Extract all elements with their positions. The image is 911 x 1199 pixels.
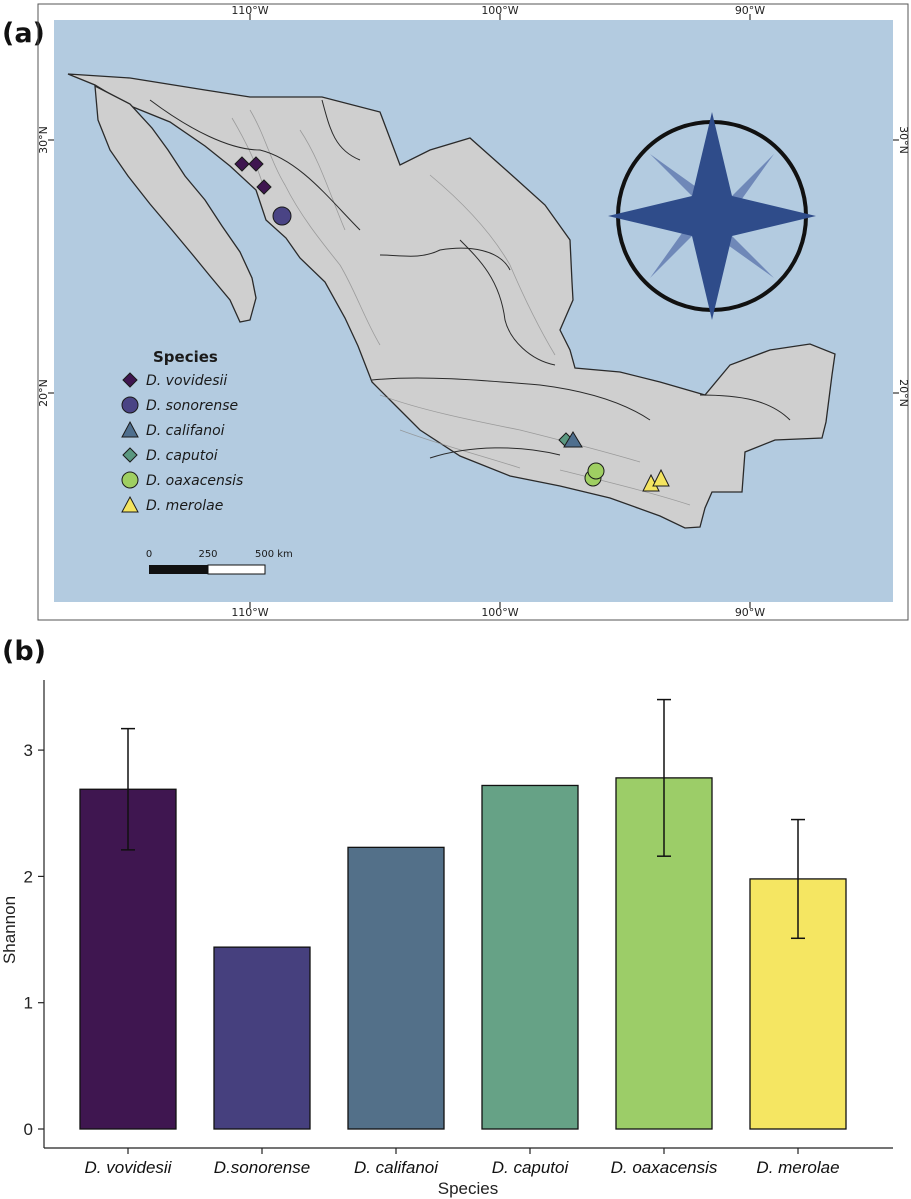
x-axis-title: Species (438, 1179, 498, 1198)
legend-symbol-califanoi (121, 420, 139, 438)
map-frame (37, 3, 909, 621)
point-vovidesii (248, 156, 264, 172)
x-tick-label: D. califanoi (354, 1158, 439, 1177)
legend-symbol-sonorense (121, 396, 139, 414)
y-axis-title: Shannon (0, 896, 19, 964)
lat-label-left-20: 20°N (37, 379, 50, 407)
y-ticks: 0 1 2 3 (24, 741, 44, 1139)
y-tick-label: 1 (24, 994, 33, 1013)
x-tick-label: D. caputoi (492, 1158, 570, 1177)
lon-label-top-90: 90°W (735, 4, 765, 17)
error-bars (121, 698, 805, 940)
x-ticks: D. vovidesii D.sonorense D. califanoi D. ca… (85, 1148, 840, 1177)
y-tick-label: 0 (24, 1120, 33, 1139)
point-vovidesii (256, 179, 272, 195)
map-legend: Species D. vovidesii D. sonorense D. cal… (121, 348, 243, 514)
x-tick-label: D.sonorense (214, 1158, 310, 1177)
bar (347, 846, 445, 1130)
legend-symbol-oaxacensis (121, 471, 139, 489)
baja-california (94, 84, 257, 323)
bar (481, 784, 579, 1130)
legend-title: Species (153, 348, 218, 366)
legend-label: D. merolae (146, 498, 223, 514)
legend-label: D. oaxacensis (146, 473, 243, 489)
lon-label-bottom-100: 100°W (481, 606, 518, 619)
x-tick-label: D. merolae (756, 1158, 839, 1177)
occurrence-points (234, 156, 670, 492)
map-ticks (48, 14, 899, 608)
point-vovidesii (234, 156, 250, 172)
legend-label: D. sonorense (146, 398, 238, 414)
x-tick-label: D. oaxacensis (611, 1158, 718, 1177)
bar (213, 946, 311, 1130)
legend-symbol-caputoi (122, 447, 138, 463)
legend-label: D. vovidesii (146, 373, 227, 389)
scale-bar: 0 250 500 km (146, 549, 293, 575)
lon-label-bottom-90: 90°W (735, 606, 765, 619)
point-merolae (652, 468, 670, 487)
compass-rose-icon (608, 112, 816, 320)
scale-bar-segment-dark (149, 565, 208, 574)
panel-b-label: (b) (2, 636, 46, 667)
bars (79, 777, 847, 1130)
legend-symbol-vovidesii (122, 372, 138, 388)
point-sonorense (272, 206, 292, 226)
y-tick-label: 2 (24, 867, 33, 886)
lon-label-top-100: 100°W (481, 4, 518, 17)
legend-symbol-merolae (121, 495, 139, 513)
point-oaxacensis (587, 462, 605, 480)
y-tick-label: 3 (24, 741, 33, 760)
scale-label-250: 250 (198, 549, 217, 560)
x-tick-label: D. vovidesii (85, 1158, 173, 1177)
lat-label-left-30: 30°N (37, 126, 50, 154)
lon-label-bottom-110: 110°W (231, 606, 268, 619)
scale-bar-segment-light (207, 564, 266, 575)
lat-label-right-30: 30°N (897, 126, 910, 154)
point-califanoi (563, 431, 583, 448)
lat-label-right-20: 20°N (897, 379, 910, 407)
legend-label: D. caputoi (146, 448, 218, 464)
lon-label-top-110: 110°W (231, 4, 268, 17)
scale-label-0: 0 (146, 549, 152, 560)
scale-label-500: 500 km (255, 549, 293, 560)
shannon-bar-chart: 0 1 2 3 D. vovidesii D.sonorense D. califanoi… (0, 680, 893, 1198)
legend-label: D. califanoi (146, 423, 225, 439)
